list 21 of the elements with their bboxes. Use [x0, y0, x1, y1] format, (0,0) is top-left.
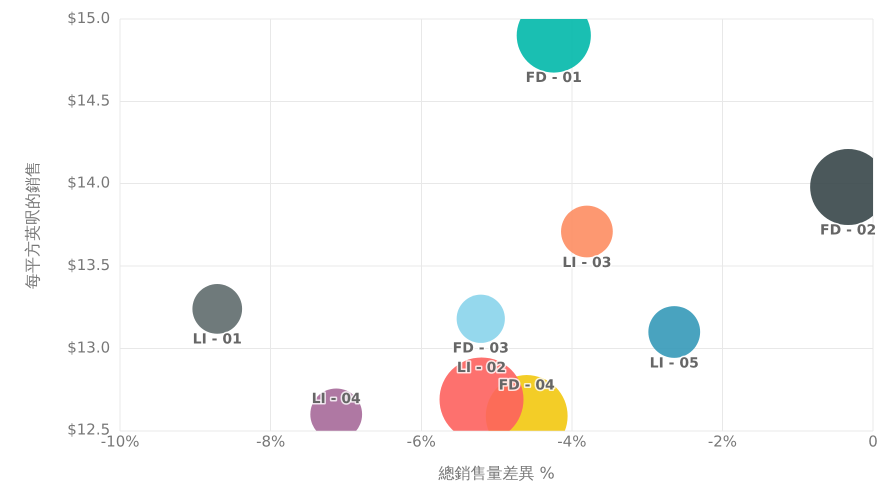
x-axis-title: 總銷售量差異 %	[437, 464, 555, 483]
series-label: FD - 02	[820, 222, 876, 239]
x-tick-label: -8%	[256, 432, 286, 451]
series-label: LI - 02	[456, 360, 506, 376]
y-tick-label: $15.0	[67, 8, 110, 27]
y-tick-label: $13.5	[67, 256, 110, 274]
series-label: LI - 03	[562, 255, 612, 272]
x-tick-label: -2%	[708, 432, 738, 451]
y-tick-label: $14.5	[67, 91, 110, 110]
x-tick-label: -4%	[557, 432, 586, 451]
series-label: LI - 05	[650, 356, 699, 372]
series-label: LI - 01	[192, 331, 242, 348]
x-tick-label: -6%	[406, 432, 436, 451]
x-tick-label: 0	[868, 432, 878, 451]
y-tick-label: $12.5	[67, 420, 110, 439]
series-label: FD - 03	[452, 340, 509, 357]
y-tick-label: $13.0	[67, 338, 110, 356]
y-axis-title: 每平方英呎的銷售	[22, 160, 42, 289]
series-label: FD - 04	[498, 378, 556, 394]
y-tick-label: $14.0	[67, 174, 110, 192]
series-label: FD - 01	[526, 70, 582, 86]
